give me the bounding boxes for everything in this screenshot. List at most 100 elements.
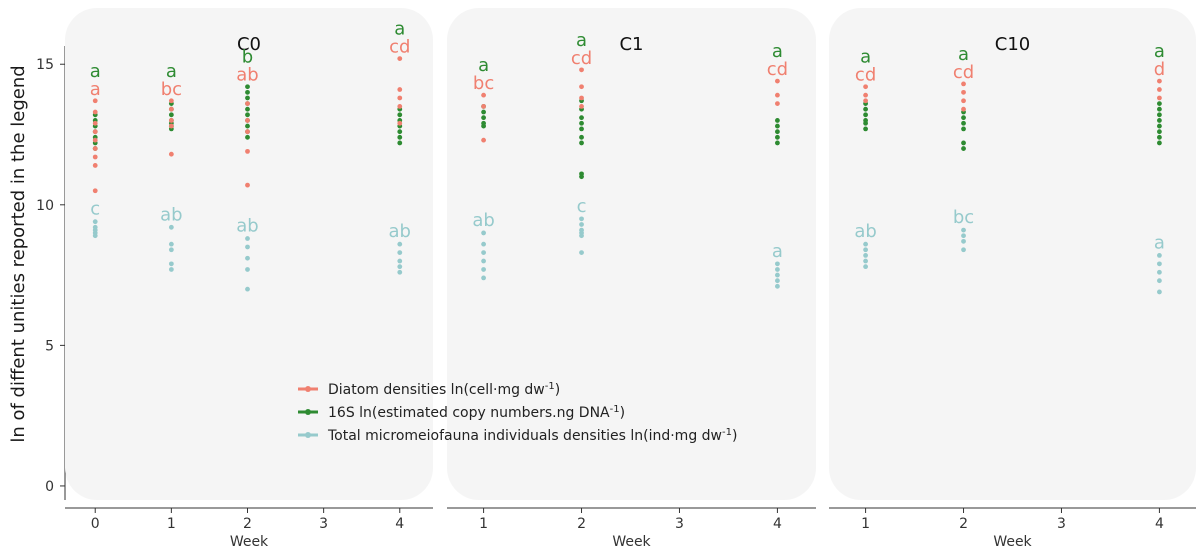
meiofauna-point — [397, 269, 403, 275]
meiofauna-point — [481, 241, 486, 247]
bacteria-point — [775, 134, 780, 140]
bacteria-significance-letter: a — [576, 30, 587, 51]
diatom-point — [481, 92, 486, 98]
facet-panel-background — [65, 8, 433, 500]
diatom-point — [397, 87, 403, 92]
bacteria-point — [1157, 101, 1162, 106]
meiofauna-point — [245, 244, 250, 250]
bacteria-point — [775, 118, 780, 123]
diatom-point — [245, 148, 250, 154]
diatom-point — [1157, 87, 1162, 92]
meiofauna-point — [397, 258, 403, 264]
bacteria-point — [579, 115, 584, 121]
y-tick-label: 0 — [45, 479, 54, 495]
diatom-point — [579, 67, 584, 73]
diatom-point — [863, 98, 868, 104]
diatom-point — [397, 120, 403, 126]
x-tick-label: 1 — [861, 516, 870, 532]
bacteria-point — [245, 95, 250, 101]
bacteria-point — [961, 115, 966, 121]
diatom-point — [961, 98, 966, 104]
meiofauna-significance-letter: c — [90, 199, 100, 220]
diatom-point — [168, 151, 174, 157]
diatom-point — [775, 78, 780, 84]
diatom-significance-letter: ab — [236, 65, 258, 86]
diatom-point — [863, 84, 868, 90]
diatom-point — [579, 104, 584, 109]
meiofauna-point — [481, 230, 486, 236]
y-axis-label: ln of diffent unities reported in the le… — [8, 65, 29, 442]
bacteria-point — [961, 126, 966, 132]
bacteria-significance-letter: a — [860, 47, 871, 68]
bacteria-point — [245, 134, 250, 140]
meiofauna-significance-letter: ab — [389, 221, 411, 242]
bacteria-significance-letter: a — [90, 61, 101, 82]
bacteria-point — [1157, 129, 1162, 135]
diatom-point — [168, 123, 174, 129]
meiofauna-point — [1157, 278, 1162, 284]
bacteria-significance-letter: a — [772, 41, 783, 62]
diatom-point — [1157, 78, 1162, 84]
diatom-significance-letter: cd — [767, 59, 788, 80]
meiofauna-point — [775, 261, 780, 267]
bacteria-point — [579, 140, 584, 146]
diatom-significance-letter: a — [90, 79, 101, 100]
facet-title: C0 — [237, 34, 261, 55]
diatom-significance-letter: d — [1154, 59, 1165, 80]
meiofauna-point — [168, 241, 174, 247]
x-axis-label: Week — [230, 534, 269, 550]
bacteria-point — [1157, 134, 1162, 140]
diatom-point — [92, 129, 98, 135]
diatom-point — [168, 98, 174, 104]
bacteria-point — [245, 84, 250, 90]
x-tick-label: 2 — [959, 516, 968, 532]
meiofauna-point — [961, 233, 966, 239]
bacteria-point — [579, 126, 584, 132]
facet-title: C10 — [995, 34, 1030, 55]
bacteria-point — [775, 129, 780, 135]
x-tick-label: 1 — [479, 516, 488, 532]
bacteria-point — [1157, 112, 1162, 118]
bacteria-point — [961, 140, 966, 146]
diatom-point — [168, 118, 174, 123]
x-tick-label: 4 — [1155, 516, 1164, 532]
meiofauna-point — [168, 261, 174, 267]
diatom-point — [92, 98, 98, 104]
diatom-point — [397, 56, 403, 62]
x-tick-label: 2 — [243, 516, 252, 532]
bacteria-point — [1157, 106, 1162, 112]
bacteria-point — [245, 89, 250, 95]
x-tick-label: 3 — [319, 516, 328, 532]
diatom-point — [775, 92, 780, 98]
diatom-point — [92, 109, 98, 115]
diatom-point — [961, 106, 966, 112]
meiofauna-significance-letter: a — [1154, 232, 1165, 253]
x-axis-label: Week — [612, 534, 651, 550]
diatom-significance-letter: cd — [855, 65, 876, 86]
x-axis-label: Week — [993, 534, 1032, 550]
diatom-point — [245, 182, 250, 188]
diatom-point — [92, 120, 98, 126]
y-tick-label: 15 — [36, 57, 54, 73]
diatom-point — [961, 81, 966, 87]
diatom-significance-letter: cd — [389, 37, 410, 58]
facet-title: C1 — [619, 34, 643, 55]
meiofauna-point — [1157, 261, 1162, 267]
bacteria-point — [579, 134, 584, 140]
bacteria-point — [397, 140, 403, 146]
y-tick-label: 10 — [36, 198, 54, 214]
meiofauna-point — [481, 267, 486, 272]
diatom-point — [579, 84, 584, 90]
bacteria-point — [397, 134, 403, 140]
x-tick-label: 3 — [1057, 516, 1066, 532]
legend-label-bacteria: 16S ln(estimated copy numbers.ng DNA-1) — [328, 404, 625, 421]
diatom-point — [481, 137, 486, 143]
bacteria-point — [1157, 123, 1162, 129]
x-tick-label: 3 — [675, 516, 684, 532]
meiofauna-point — [168, 247, 174, 253]
meiofauna-point — [481, 275, 486, 281]
meiofauna-point — [168, 224, 174, 230]
meiofauna-point — [863, 247, 868, 253]
bacteria-point — [579, 120, 584, 126]
